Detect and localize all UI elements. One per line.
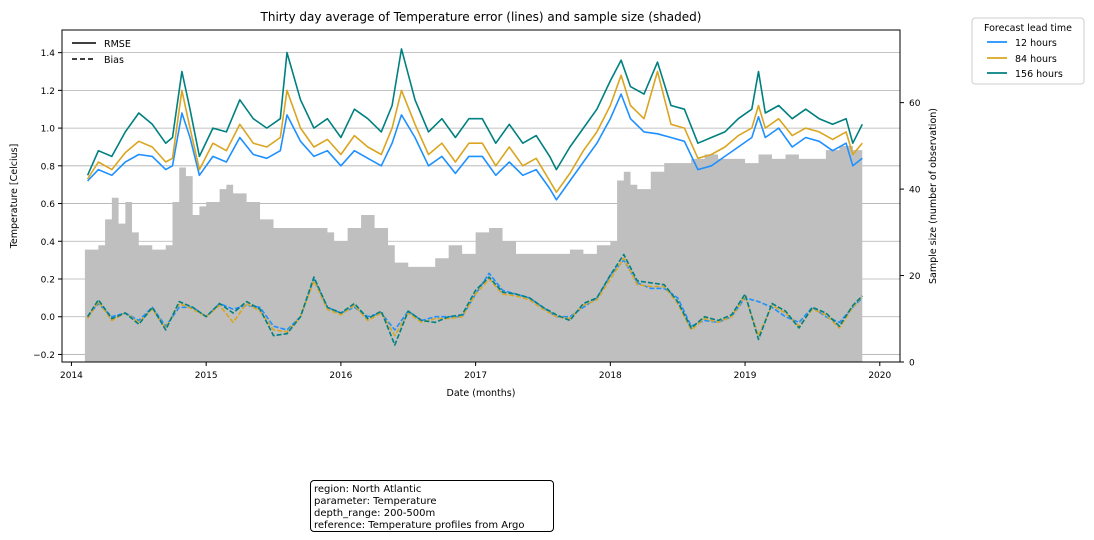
chart-title: Thirty day average of Temperature error … (260, 10, 702, 24)
series-line-12-hours-rmse (87, 93, 863, 201)
x-axis-label: Date (months) (447, 388, 516, 399)
y-tick-label: 1.2 (41, 87, 55, 97)
lead-time-legend: Forecast lead time 12 hours 84 hours 156… (971, 17, 1085, 85)
series-line-156-hours-rmse (86, 48, 864, 176)
series-line-84-hours-rmse (86, 70, 863, 193)
rmse-legend-label: RMSE (104, 39, 131, 50)
info-region: region: North Atlantic (314, 484, 422, 495)
y2-tick-label: 60 (909, 99, 921, 109)
y2-tick-label: 40 (909, 186, 921, 196)
linestyle-legend: RMSE Bias (72, 39, 131, 66)
y-axis-label-left: Temperature [Celcius] (9, 144, 20, 250)
y2-tick-label: 0 (909, 359, 915, 369)
y2-tick-label: 20 (909, 272, 921, 282)
legend-frame (971, 17, 1085, 85)
series-line-84-hours-bias (86, 257, 863, 337)
y-tick-label: 1.4 (41, 49, 56, 59)
metadata-info-box: region: North Atlantic parameter: Temper… (310, 480, 554, 532)
y-tick-label: 0.4 (41, 238, 56, 248)
y-tick-label: 0.8 (41, 162, 56, 172)
info-depth-range: depth_range: 200-500m (314, 508, 436, 519)
series-lines (86, 48, 864, 346)
x-tick-label: 2019 (734, 371, 757, 381)
x-tick-label: 2016 (329, 371, 352, 381)
series-line-156-hours-bias (86, 253, 863, 346)
x-tick-label: 2014 (60, 371, 83, 381)
legend-title: Forecast lead time (984, 23, 1072, 34)
sample-size-fill (84, 145, 863, 362)
plot-frame (61, 29, 901, 363)
x-tick-label: 2017 (464, 371, 487, 381)
plot-area (61, 29, 901, 363)
y-tick-label: −0.2 (33, 351, 55, 361)
info-parameter: parameter: Temperature (314, 496, 437, 507)
info-reference: reference: Temperature profiles from Arg… (314, 520, 525, 531)
x-tick-label: 2015 (195, 371, 218, 381)
legend-label-12h: 12 hours (1015, 38, 1057, 49)
axes: 2014 2015 2016 2017 2018 2019 2020 −0.2 0.0 0.2 0.… (33, 49, 921, 381)
x-tick-label: 2018 (599, 371, 622, 381)
y-tick-label: 0.2 (41, 276, 55, 286)
bias-legend-label: Bias (104, 55, 124, 66)
y-tick-label: 1.0 (41, 125, 56, 135)
legend-label-84h: 84 hours (1015, 54, 1057, 65)
y-tick-label: 0.0 (41, 313, 56, 323)
legend-label-156h: 156 hours (1015, 69, 1063, 80)
x-tick-label: 2020 (868, 371, 891, 381)
sample-size-area (84, 145, 863, 362)
y-tick-label: 0.6 (41, 200, 56, 210)
y-axis-label-right: Sample size (number of observation) (928, 108, 939, 284)
